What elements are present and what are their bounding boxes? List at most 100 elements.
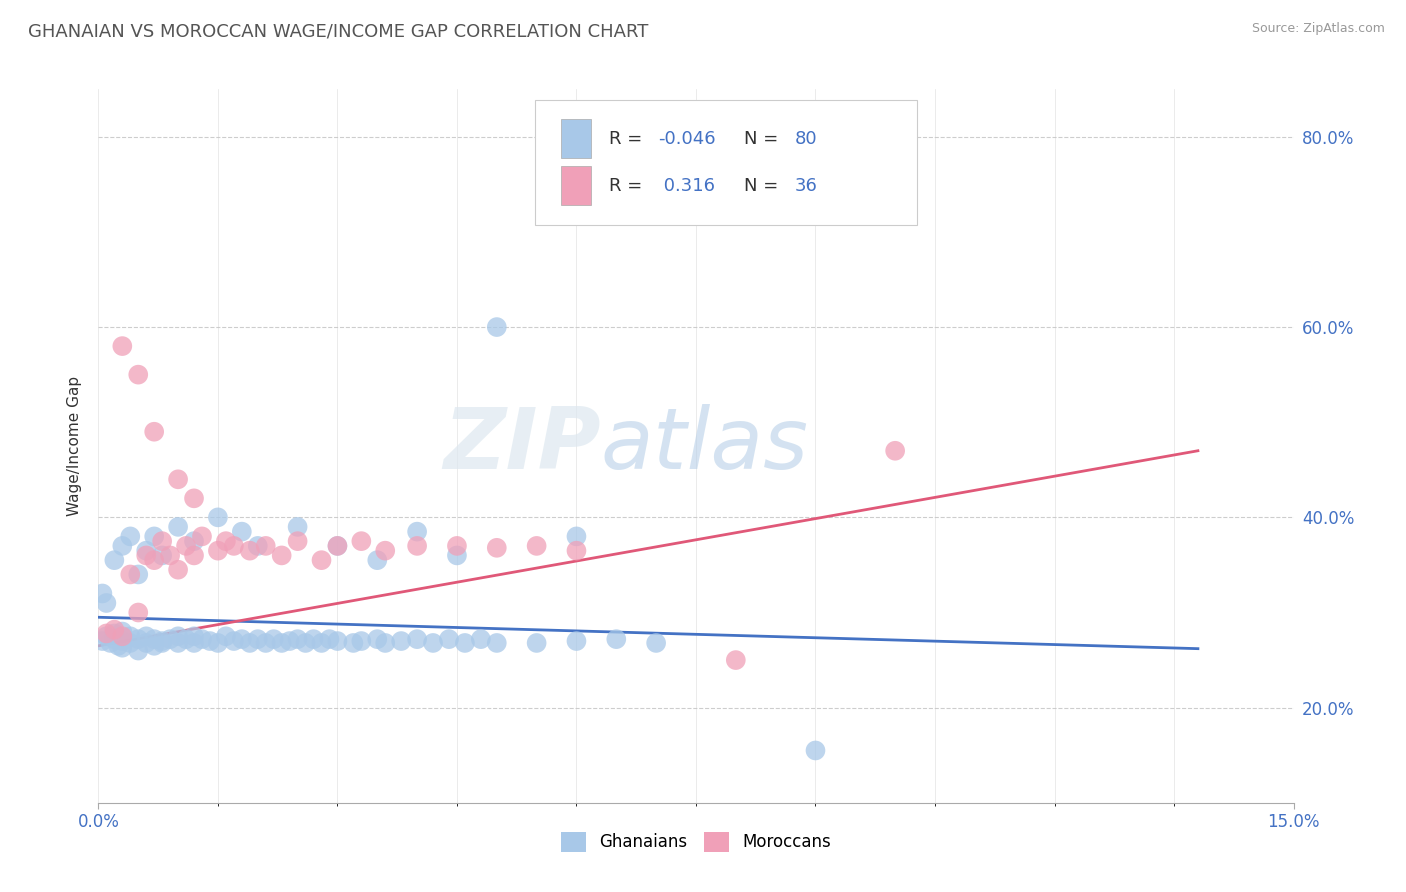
- Point: [111, 640, 134, 655]
- Point: [287, 520, 309, 534]
- Point: [326, 634, 349, 648]
- Point: [287, 632, 309, 647]
- Point: [311, 636, 333, 650]
- Point: [91, 634, 114, 648]
- Point: [143, 632, 166, 647]
- Point: [318, 632, 340, 647]
- Point: [120, 636, 142, 650]
- Point: [150, 534, 173, 549]
- Point: [645, 636, 668, 650]
- Point: [884, 443, 907, 458]
- Point: [366, 632, 388, 647]
- Text: Source: ZipAtlas.com: Source: ZipAtlas.com: [1251, 22, 1385, 36]
- Point: [239, 636, 262, 650]
- Point: [150, 549, 173, 563]
- Point: [143, 553, 166, 567]
- Y-axis label: Wage/Income Gap: Wage/Income Gap: [67, 376, 83, 516]
- Bar: [561, 166, 591, 205]
- Point: [143, 425, 166, 439]
- Point: [565, 543, 588, 558]
- Point: [246, 539, 269, 553]
- Point: [389, 634, 412, 648]
- Point: [135, 543, 157, 558]
- Point: [127, 567, 149, 582]
- Point: [111, 629, 134, 643]
- Text: N =: N =: [744, 130, 783, 148]
- Point: [454, 636, 477, 650]
- Point: [191, 632, 214, 647]
- Point: [294, 636, 316, 650]
- Point: [485, 320, 508, 334]
- Point: [96, 629, 118, 643]
- Point: [215, 629, 238, 643]
- Point: [167, 629, 190, 643]
- Point: [143, 639, 166, 653]
- Point: [485, 636, 508, 650]
- Point: [96, 596, 118, 610]
- Point: [143, 529, 166, 543]
- Point: [215, 534, 238, 549]
- Legend: Ghanaians, Moroccans: Ghanaians, Moroccans: [554, 825, 838, 859]
- Point: [127, 632, 149, 647]
- Point: [183, 549, 205, 563]
- Point: [150, 636, 173, 650]
- Point: [135, 629, 157, 643]
- Point: [287, 534, 309, 549]
- Point: [183, 534, 205, 549]
- Point: [350, 634, 373, 648]
- Point: [135, 549, 157, 563]
- Point: [565, 529, 588, 543]
- Point: [167, 472, 190, 486]
- Point: [724, 653, 747, 667]
- Point: [159, 549, 181, 563]
- Point: [207, 636, 229, 650]
- Point: [127, 643, 149, 657]
- Point: [159, 632, 181, 647]
- Point: [446, 539, 468, 553]
- Point: [103, 623, 125, 637]
- Point: [302, 632, 325, 647]
- Point: [198, 634, 221, 648]
- Text: atlas: atlas: [600, 404, 808, 488]
- Point: [103, 632, 125, 647]
- Point: [326, 539, 349, 553]
- Point: [111, 624, 134, 639]
- Point: [246, 632, 269, 647]
- Point: [565, 634, 588, 648]
- Point: [98, 636, 122, 650]
- Point: [120, 567, 142, 582]
- Point: [254, 539, 277, 553]
- Point: [222, 634, 245, 648]
- Point: [446, 549, 468, 563]
- Point: [270, 636, 292, 650]
- Point: [174, 539, 197, 553]
- Point: [191, 529, 214, 543]
- Point: [485, 541, 508, 555]
- Point: [366, 553, 388, 567]
- Text: R =: R =: [609, 130, 648, 148]
- Point: [111, 339, 134, 353]
- Point: [167, 636, 190, 650]
- Text: GHANAIAN VS MOROCCAN WAGE/INCOME GAP CORRELATION CHART: GHANAIAN VS MOROCCAN WAGE/INCOME GAP COR…: [28, 22, 648, 40]
- Point: [342, 636, 364, 650]
- Point: [526, 636, 548, 650]
- Point: [135, 636, 157, 650]
- Text: 0.316: 0.316: [658, 177, 714, 194]
- Point: [526, 539, 548, 553]
- Point: [91, 586, 114, 600]
- Point: [103, 553, 125, 567]
- Point: [96, 626, 118, 640]
- Bar: [561, 120, 591, 159]
- Point: [111, 539, 134, 553]
- Point: [422, 636, 444, 650]
- Point: [120, 529, 142, 543]
- Point: [183, 636, 205, 650]
- Point: [406, 524, 429, 539]
- Point: [207, 510, 229, 524]
- Text: 80: 80: [796, 130, 818, 148]
- Point: [278, 634, 301, 648]
- Point: [270, 549, 292, 563]
- Point: [103, 626, 125, 640]
- Point: [174, 632, 197, 647]
- Point: [326, 539, 349, 553]
